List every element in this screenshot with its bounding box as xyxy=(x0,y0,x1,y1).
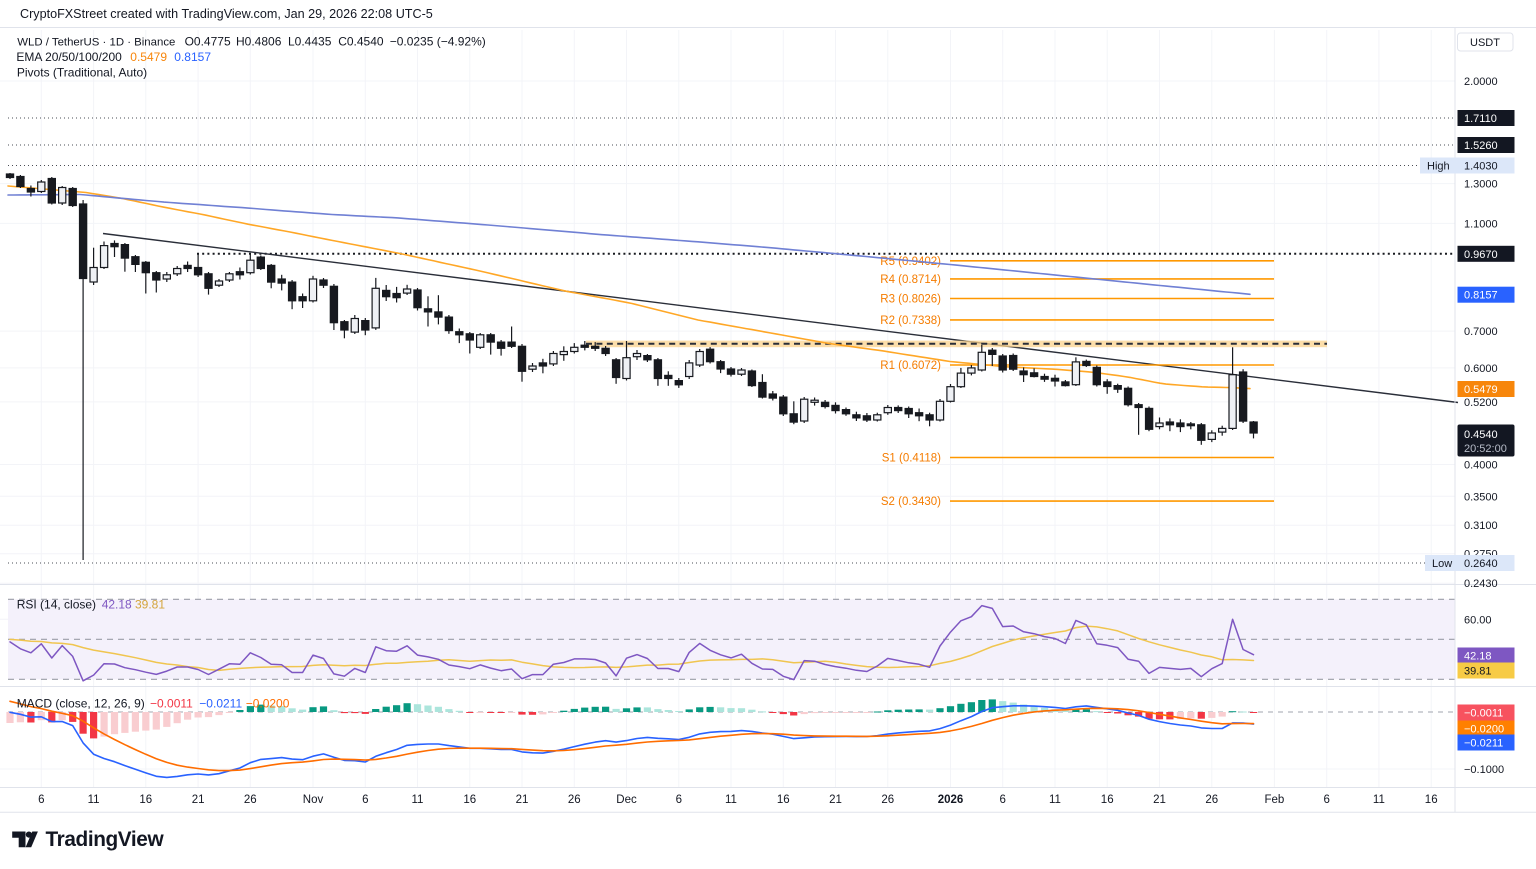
svg-text:0.5479: 0.5479 xyxy=(130,50,167,64)
svg-text:11: 11 xyxy=(725,794,737,806)
svg-text:1.5260: 1.5260 xyxy=(1464,140,1498,152)
svg-text:0.3100: 0.3100 xyxy=(1464,520,1498,532)
svg-text:0.8157: 0.8157 xyxy=(174,50,211,64)
svg-text:EMA 20/50/100/200: EMA 20/50/100/200 xyxy=(16,50,122,64)
svg-text:R1 (0.6072): R1 (0.6072) xyxy=(880,360,941,372)
svg-text:26: 26 xyxy=(244,794,257,806)
svg-text:6: 6 xyxy=(362,794,368,806)
svg-text:39.81: 39.81 xyxy=(135,598,165,612)
svg-text:39.81: 39.81 xyxy=(1464,666,1492,678)
svg-text:−0.0200: −0.0200 xyxy=(246,697,290,711)
svg-text:0.6000: 0.6000 xyxy=(1464,363,1498,375)
svg-text:0.2640: 0.2640 xyxy=(1464,558,1498,570)
svg-text:−0.0211: −0.0211 xyxy=(199,697,242,711)
svg-text:26: 26 xyxy=(1205,794,1218,806)
svg-text:−0.0235 (−4.92%): −0.0235 (−4.92%) xyxy=(390,34,486,48)
svg-text:O0.4775: O0.4775 xyxy=(185,34,231,48)
svg-text:H0.4806: H0.4806 xyxy=(236,34,282,48)
svg-text:0.4540: 0.4540 xyxy=(1464,429,1498,441)
svg-text:16: 16 xyxy=(463,794,476,806)
svg-text:6: 6 xyxy=(676,794,682,806)
svg-text:C0.4540: C0.4540 xyxy=(338,34,384,48)
svg-text:−0.0211: −0.0211 xyxy=(1464,738,1503,750)
svg-text:0.9670: 0.9670 xyxy=(1464,249,1498,261)
svg-text:1.7110: 1.7110 xyxy=(1464,113,1497,125)
svg-text:42.18: 42.18 xyxy=(102,598,132,612)
svg-text:CryptoFXStreet created with Tr: CryptoFXStreet created with TradingView.… xyxy=(20,7,433,21)
svg-text:16: 16 xyxy=(777,794,790,806)
svg-text:11: 11 xyxy=(412,794,424,806)
svg-text:0.7000: 0.7000 xyxy=(1464,326,1498,338)
svg-text:21: 21 xyxy=(829,794,842,806)
svg-text:42.18: 42.18 xyxy=(1464,651,1492,663)
svg-text:L0.4435: L0.4435 xyxy=(288,34,332,48)
svg-text:0.5200: 0.5200 xyxy=(1464,397,1498,409)
svg-text:26: 26 xyxy=(881,794,894,806)
svg-text:11: 11 xyxy=(1049,794,1061,806)
svg-text:20:52:00: 20:52:00 xyxy=(1464,443,1507,455)
svg-text:0.8157: 0.8157 xyxy=(1464,290,1498,302)
svg-text:21: 21 xyxy=(516,794,529,806)
svg-text:6: 6 xyxy=(1323,794,1329,806)
svg-text:R4 (0.8714): R4 (0.8714) xyxy=(880,274,941,286)
svg-text:1.4030: 1.4030 xyxy=(1464,161,1498,173)
svg-text:Low: Low xyxy=(1432,558,1452,570)
svg-text:16: 16 xyxy=(1101,794,1114,806)
svg-text:Nov: Nov xyxy=(303,794,324,806)
svg-text:21: 21 xyxy=(1153,794,1166,806)
svg-text:TradingView: TradingView xyxy=(46,828,165,851)
svg-text:2026: 2026 xyxy=(938,794,964,806)
svg-text:−0.0011: −0.0011 xyxy=(1464,708,1503,720)
svg-text:RSI (14, close): RSI (14, close) xyxy=(17,598,96,612)
svg-text:21: 21 xyxy=(192,794,205,806)
svg-text:1.3000: 1.3000 xyxy=(1464,179,1498,191)
svg-text:−0.0200: −0.0200 xyxy=(1464,724,1504,736)
svg-text:WLD / TetherUS · 1D · Binance: WLD / TetherUS · 1D · Binance xyxy=(17,36,175,48)
svg-text:S2 (0.3430): S2 (0.3430) xyxy=(881,496,941,508)
svg-text:−0.1000: −0.1000 xyxy=(1464,764,1504,776)
svg-text:Pivots (Traditional, Auto): Pivots (Traditional, Auto) xyxy=(17,66,147,80)
svg-text:−0.0011: −0.0011 xyxy=(150,697,193,711)
svg-text:Dec: Dec xyxy=(616,794,637,806)
svg-text:Feb: Feb xyxy=(1264,794,1284,806)
svg-text:R5 (0.9402): R5 (0.9402) xyxy=(880,256,941,268)
svg-text:16: 16 xyxy=(139,794,152,806)
svg-text:S1 (0.4118): S1 (0.4118) xyxy=(882,453,941,465)
svg-text:USDT: USDT xyxy=(1470,37,1500,49)
svg-text:11: 11 xyxy=(88,794,100,806)
svg-text:0.5479: 0.5479 xyxy=(1464,384,1498,396)
svg-text:0.4000: 0.4000 xyxy=(1464,460,1498,472)
svg-text:MACD (close, 12, 26, 9): MACD (close, 12, 26, 9) xyxy=(17,697,145,711)
svg-text:High: High xyxy=(1427,161,1450,173)
svg-text:R3 (0.8026): R3 (0.8026) xyxy=(880,294,941,306)
svg-text:60.00: 60.00 xyxy=(1464,614,1492,626)
svg-text:6: 6 xyxy=(38,794,44,806)
svg-text:R2 (0.7338): R2 (0.7338) xyxy=(880,315,941,327)
svg-text:11: 11 xyxy=(1373,794,1385,806)
svg-text:2.0000: 2.0000 xyxy=(1464,76,1498,88)
svg-text:16: 16 xyxy=(1425,794,1438,806)
svg-text:0.3500: 0.3500 xyxy=(1464,491,1498,503)
svg-text:26: 26 xyxy=(568,794,581,806)
svg-text:0.2430: 0.2430 xyxy=(1464,578,1498,590)
svg-text:1.1000: 1.1000 xyxy=(1464,218,1498,230)
svg-text:6: 6 xyxy=(999,794,1005,806)
